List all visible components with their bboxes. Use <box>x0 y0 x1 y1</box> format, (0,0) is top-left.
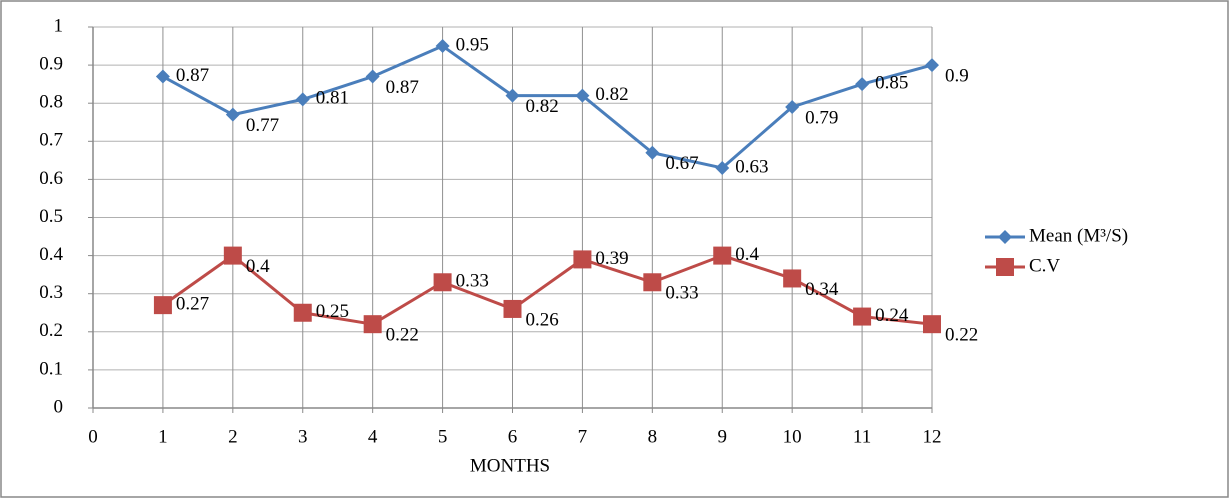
data-label: 0.85 <box>875 73 908 94</box>
point <box>155 69 170 84</box>
data-label: 0.87 <box>176 65 209 86</box>
point <box>785 100 800 115</box>
point <box>435 39 450 54</box>
series: 0.87 0.77 0.81 0.87 0.95 0.82 0.82 0.67 0.63 0.79… <box>155 34 969 177</box>
point <box>715 160 730 175</box>
x-tick-label: 12 <box>923 426 942 447</box>
data-label: 0.79 <box>805 107 838 128</box>
legend-label: C.V <box>1029 255 1060 276</box>
data-label: 0.67 <box>665 153 698 174</box>
data-label: 0.82 <box>595 84 628 105</box>
x-tick-label: 2 <box>228 426 238 447</box>
x-tick-label: 3 <box>298 426 308 447</box>
data-label: 0.22 <box>945 325 978 346</box>
point <box>923 315 941 334</box>
legend-marker <box>998 230 1012 244</box>
x-tick-label: 5 <box>438 426 448 447</box>
point <box>363 315 382 334</box>
y-tick-label: 0.1 <box>39 358 63 379</box>
x-tick-label: 1 <box>158 426 168 447</box>
point <box>365 69 380 84</box>
point <box>505 88 520 103</box>
y-tick-label: 0.3 <box>39 282 63 303</box>
data-label: 0.27 <box>176 293 209 314</box>
data-label: 0.34 <box>805 279 839 300</box>
y-tick-label: 0.8 <box>39 92 63 113</box>
series-line <box>162 254 933 326</box>
x-tick-label: 8 <box>648 426 658 447</box>
data-label: 0.9 <box>945 65 969 86</box>
data-label: 0.24 <box>875 305 909 326</box>
x-tick-label: 4 <box>368 426 378 447</box>
y-tick-label: 0.2 <box>39 320 63 341</box>
data-label: 0.22 <box>386 325 419 346</box>
data-label: 0.33 <box>456 271 489 292</box>
x-tick-label: 7 <box>578 426 588 447</box>
point <box>433 273 452 292</box>
legend-label: Mean (M³/S) <box>1029 225 1128 246</box>
point <box>225 107 240 122</box>
data-label: 0.82 <box>526 96 559 117</box>
point <box>643 273 662 292</box>
series-line <box>162 44 933 170</box>
point <box>573 250 592 269</box>
point <box>925 58 939 73</box>
y-tick-label: 0 <box>54 396 64 417</box>
point <box>713 246 732 265</box>
point <box>295 92 310 107</box>
y-tick-label: 1 <box>54 15 64 36</box>
x-tick-label: 0 <box>88 426 98 447</box>
data-label: 0.63 <box>735 156 768 177</box>
point <box>853 307 872 326</box>
data-label: 0.33 <box>665 283 698 304</box>
y-tick-label: 0.5 <box>39 206 63 227</box>
data-label: 0.77 <box>246 115 279 136</box>
point <box>223 246 242 265</box>
y-tick-label: 0.9 <box>39 53 63 74</box>
point <box>645 145 660 160</box>
data-label: 0.26 <box>526 309 559 330</box>
data-label: 0.25 <box>316 301 349 322</box>
x-tick-label: 6 <box>508 426 518 447</box>
point <box>575 88 590 103</box>
legend-marker <box>996 258 1014 276</box>
point <box>153 296 172 315</box>
data-label: 0.39 <box>595 248 628 269</box>
point <box>293 303 312 322</box>
data-label: 0.95 <box>456 34 489 55</box>
data-label: 0.87 <box>386 77 419 98</box>
data-label: 0.4 <box>246 256 270 277</box>
data-label: 0.4 <box>735 244 759 265</box>
data-label: 0.81 <box>316 88 349 109</box>
y-tick-label: 0.7 <box>39 130 63 151</box>
x-tick-label: 10 <box>783 426 802 447</box>
point <box>503 299 522 318</box>
y-tick-label: 0.6 <box>39 168 63 189</box>
x-tick-label: 11 <box>853 426 871 447</box>
series: 0.27 0.4 0.25 0.22 0.33 0.26 0.39 0.33 0.4 0.34 0.… <box>153 244 978 346</box>
x-axis-title: MONTHS <box>470 455 550 476</box>
point <box>855 77 870 92</box>
x-tick-label: 9 <box>718 426 728 447</box>
point <box>783 269 802 288</box>
y-tick-label: 0.4 <box>39 244 63 265</box>
